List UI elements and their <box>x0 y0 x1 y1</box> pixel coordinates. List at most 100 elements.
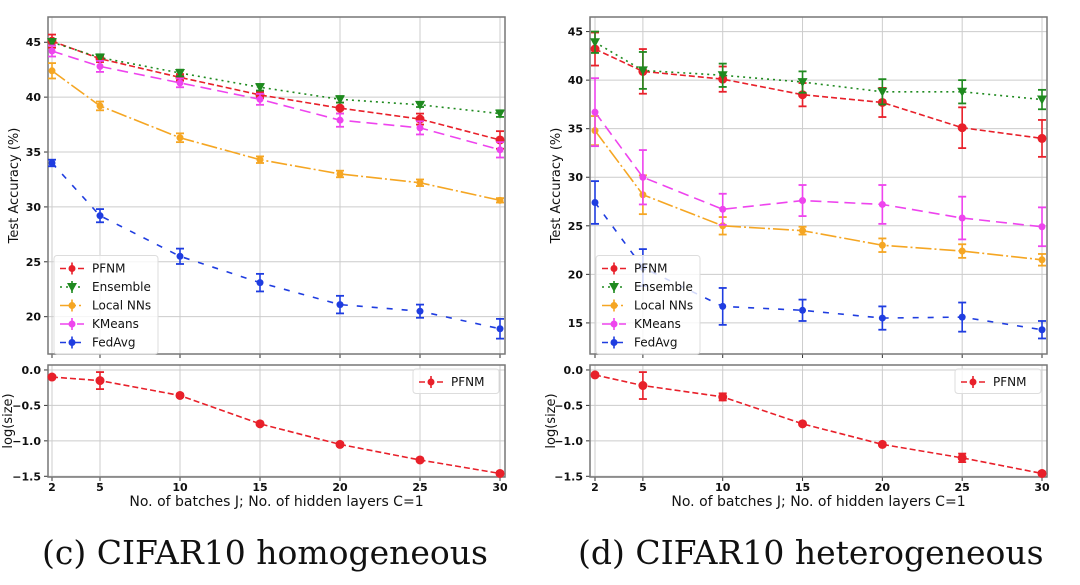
y-tick-label: −0.5 <box>554 399 583 412</box>
legend-label: PFNM <box>993 375 1026 389</box>
y-tick-label: −0.5 <box>12 399 41 412</box>
circle-marker <box>95 376 105 386</box>
y-tick-label: 0.0 <box>564 364 584 377</box>
circle-marker <box>877 439 887 449</box>
triangle-down-marker <box>335 95 345 105</box>
circle-marker <box>1038 223 1046 231</box>
circle-marker <box>416 124 424 132</box>
triangle-down-marker <box>495 109 505 119</box>
y-tick-label: 25 <box>568 220 583 233</box>
circle-marker <box>256 95 264 103</box>
circle-marker <box>96 62 104 70</box>
circle-marker <box>958 247 966 255</box>
legend-item-pfnm: PFNM <box>602 262 667 276</box>
series-ensemble <box>590 30 1047 111</box>
y-tick-label: 15 <box>568 317 583 330</box>
panel-top-left: 20 25 30 35 40 45 Test Accuracy (%) PFNM Ensembl… <box>7 16 506 358</box>
circle-marker <box>719 302 727 310</box>
legend-label: FedAvg <box>92 336 135 350</box>
circle-marker <box>256 279 264 287</box>
triangle-down-marker <box>175 68 185 78</box>
y-tick-label: 40 <box>568 74 584 87</box>
series-local-nns <box>48 62 504 204</box>
circle-marker <box>799 197 807 205</box>
series-pfnm <box>590 370 1047 478</box>
legend-item-kmeans: KMeans <box>60 317 139 331</box>
legend-label: Ensemble <box>92 280 151 294</box>
triangle-down-marker <box>717 71 728 81</box>
circle-marker <box>1037 133 1047 143</box>
circle-marker <box>415 455 425 465</box>
legend: PFNM Ensemble Local NNs KMeans FedAvg <box>595 255 701 355</box>
circle-marker <box>96 212 104 220</box>
circle-marker <box>639 173 647 181</box>
x-tick-label: 5 <box>96 481 104 494</box>
circle-marker <box>416 307 424 315</box>
circle-marker <box>957 123 967 133</box>
legend-label: Ensemble <box>634 280 693 294</box>
series-pfnm <box>47 371 505 478</box>
x-tick-label: 20 <box>875 481 891 494</box>
circle-marker <box>610 320 618 328</box>
x-tick-label: 15 <box>795 481 810 494</box>
panel-bottom-right: 2 5 10 15 20 25 300.0−0.5−1.0−1.5log(size)No. … <box>544 364 1050 510</box>
y-tick-label: 20 <box>26 311 42 324</box>
legend-label: KMeans <box>634 317 681 331</box>
triangle-down-marker <box>609 283 619 292</box>
legend-label: PFNM <box>451 375 484 389</box>
x-tick-label: 20 <box>332 481 348 494</box>
circle-marker <box>1038 326 1046 334</box>
circle-marker <box>638 381 648 391</box>
circle-marker <box>590 370 600 380</box>
circle-marker <box>591 198 599 206</box>
circle-marker <box>335 439 345 449</box>
y-tick-label: 30 <box>568 171 584 184</box>
legend-box <box>954 368 1042 394</box>
circle-marker <box>176 79 184 87</box>
circle-marker <box>427 378 435 386</box>
circle-marker <box>610 265 618 272</box>
circle-marker <box>48 47 56 55</box>
circle-marker <box>958 313 966 321</box>
circle-marker <box>591 108 599 116</box>
triangle-down-marker <box>637 66 648 76</box>
legend-item-fedavg: FedAvg <box>60 336 135 350</box>
circle-marker <box>969 378 977 386</box>
legend-label: PFNM <box>634 262 667 276</box>
circle-marker <box>176 252 184 260</box>
triangle-down-marker <box>957 87 968 97</box>
x-tick-label: 5 <box>639 481 647 494</box>
plot-frame <box>589 16 1048 355</box>
circle-marker <box>799 227 807 235</box>
y-tick-label: −1.0 <box>12 435 41 448</box>
x-tick-label: 2 <box>48 481 56 494</box>
y-tick-label: −1.5 <box>12 470 41 483</box>
x-tick-label: 25 <box>955 481 970 494</box>
y-tick-label: 35 <box>26 146 41 159</box>
circle-marker <box>610 339 618 346</box>
circle-marker <box>48 67 56 75</box>
circle-marker <box>495 468 505 478</box>
triangle-down-marker <box>1037 95 1047 105</box>
y-tick-label: 40 <box>26 91 42 104</box>
y-axis-label: Test Accuracy (%) <box>549 128 564 245</box>
series-kmeans <box>48 44 504 159</box>
circle-marker <box>416 179 424 187</box>
triangle-down-marker <box>95 53 105 63</box>
legend: PFNM Ensemble Local NNs KMeans FedAvg <box>53 255 159 355</box>
circle-marker <box>47 372 57 382</box>
circle-marker <box>878 200 886 208</box>
circle-marker <box>496 146 504 154</box>
legend-item-local-nns: Local NNs <box>60 299 151 313</box>
circle-marker <box>336 301 344 309</box>
circle-marker <box>68 320 76 328</box>
circle-marker <box>176 134 184 142</box>
legend-item-local-nns: Local NNs <box>602 299 693 313</box>
caption-c: (c) CIFAR10 homogeneous <box>42 533 488 572</box>
legend-item-kmeans: KMeans <box>602 317 681 331</box>
circle-marker <box>878 314 886 322</box>
legend-item-ensemble: Ensemble <box>602 280 693 294</box>
circle-marker <box>335 103 345 113</box>
x-tick-label: 2 <box>591 481 599 494</box>
